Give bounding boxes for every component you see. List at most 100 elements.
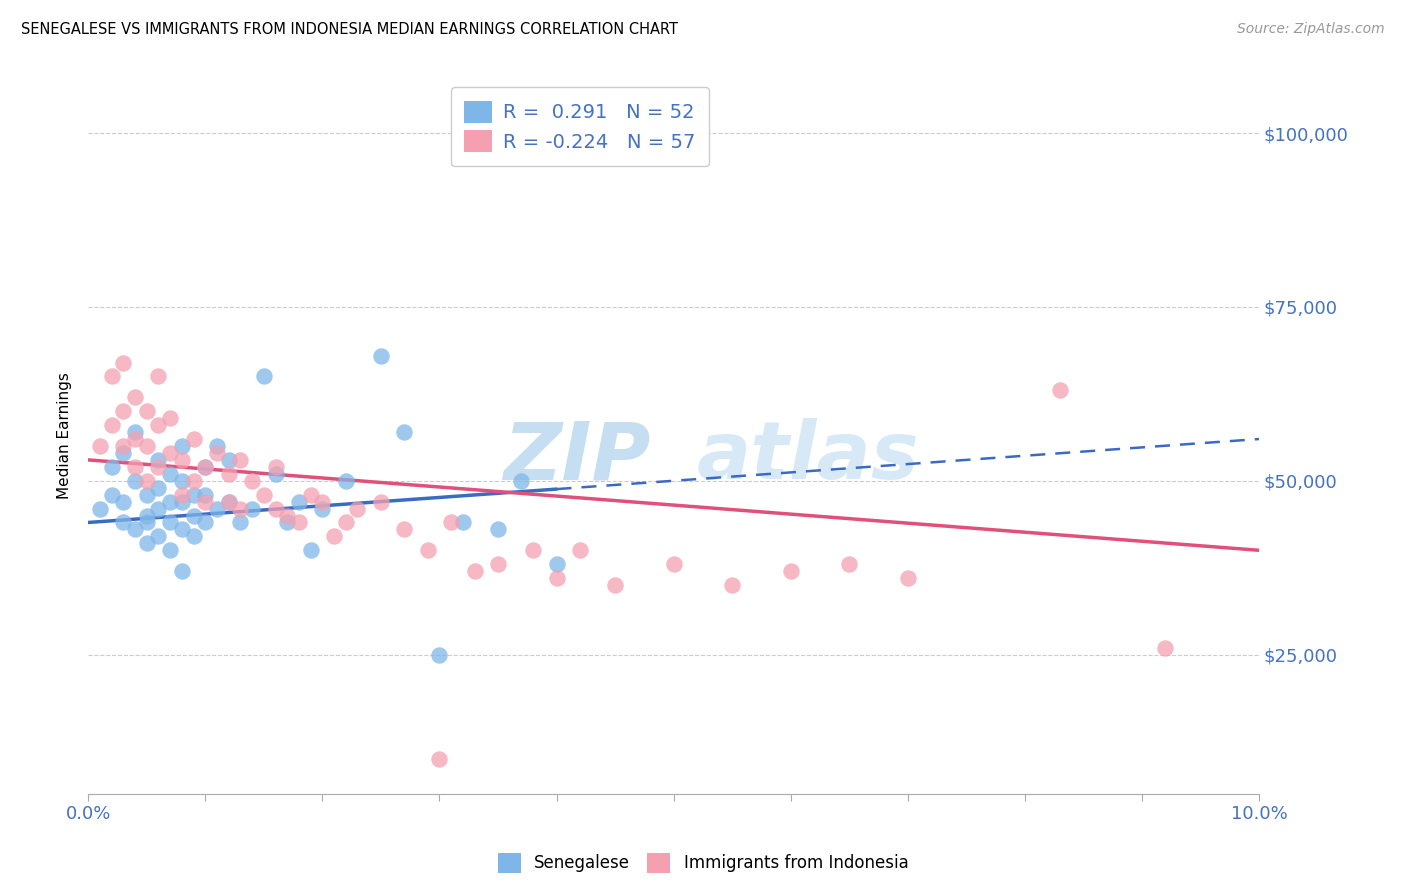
Point xyxy=(897,571,920,585)
Point xyxy=(779,564,801,578)
Text: Source: ZipAtlas.com: Source: ZipAtlas.com xyxy=(1237,22,1385,37)
Point xyxy=(218,494,240,508)
Point xyxy=(486,523,509,537)
Point xyxy=(464,564,486,578)
Point xyxy=(335,474,357,488)
Point xyxy=(311,494,333,508)
Point xyxy=(170,564,193,578)
Point xyxy=(100,459,122,474)
Point xyxy=(89,439,111,453)
Point xyxy=(170,488,193,502)
Point xyxy=(394,523,416,537)
Point xyxy=(170,474,193,488)
Point xyxy=(124,459,146,474)
Point xyxy=(218,494,240,508)
Point xyxy=(522,543,544,558)
Point xyxy=(124,432,146,446)
Point xyxy=(662,558,685,572)
Point xyxy=(194,494,217,508)
Point xyxy=(135,508,157,523)
Point xyxy=(546,558,568,572)
Point xyxy=(416,543,439,558)
Point xyxy=(170,494,193,508)
Point xyxy=(183,474,205,488)
Point xyxy=(346,501,368,516)
Point xyxy=(288,516,311,530)
Point xyxy=(124,474,146,488)
Point xyxy=(276,516,298,530)
Point xyxy=(240,474,263,488)
Point xyxy=(253,488,276,502)
Text: ZIP: ZIP xyxy=(503,418,650,496)
Point xyxy=(229,453,252,467)
Point xyxy=(112,494,135,508)
Point xyxy=(370,349,392,363)
Point xyxy=(429,752,451,766)
Point xyxy=(135,488,157,502)
Point xyxy=(603,578,626,592)
Text: atlas: atlas xyxy=(697,418,920,496)
Point xyxy=(218,453,240,467)
Point xyxy=(89,501,111,516)
Point xyxy=(194,488,217,502)
Point xyxy=(159,516,181,530)
Point xyxy=(194,516,217,530)
Point xyxy=(124,390,146,404)
Point xyxy=(135,536,157,550)
Point xyxy=(148,529,170,543)
Point xyxy=(429,648,451,662)
Point xyxy=(299,543,322,558)
Point xyxy=(112,446,135,460)
Point xyxy=(148,501,170,516)
Point xyxy=(205,439,228,453)
Point xyxy=(253,369,276,384)
Point xyxy=(264,501,287,516)
Point xyxy=(264,467,287,481)
Point xyxy=(148,481,170,495)
Point xyxy=(100,418,122,433)
Point xyxy=(546,571,568,585)
Point xyxy=(112,404,135,418)
Point xyxy=(124,425,146,439)
Point xyxy=(112,355,135,369)
Text: SENEGALESE VS IMMIGRANTS FROM INDONESIA MEDIAN EARNINGS CORRELATION CHART: SENEGALESE VS IMMIGRANTS FROM INDONESIA … xyxy=(21,22,678,37)
Point xyxy=(240,501,263,516)
Point xyxy=(148,418,170,433)
Point xyxy=(311,501,333,516)
Legend: Senegalese, Immigrants from Indonesia: Senegalese, Immigrants from Indonesia xyxy=(491,847,915,880)
Point xyxy=(148,453,170,467)
Point xyxy=(112,439,135,453)
Point xyxy=(440,516,463,530)
Point xyxy=(205,501,228,516)
Point xyxy=(159,494,181,508)
Point xyxy=(288,494,311,508)
Point xyxy=(135,474,157,488)
Point xyxy=(370,494,392,508)
Point xyxy=(194,459,217,474)
Point xyxy=(159,467,181,481)
Point xyxy=(451,516,474,530)
Point xyxy=(183,432,205,446)
Point xyxy=(510,474,533,488)
Point xyxy=(1154,640,1177,655)
Point xyxy=(218,467,240,481)
Point xyxy=(264,459,287,474)
Point xyxy=(486,558,509,572)
Point xyxy=(276,508,298,523)
Point xyxy=(838,558,860,572)
Point xyxy=(568,543,591,558)
Point xyxy=(170,453,193,467)
Point xyxy=(100,369,122,384)
Point xyxy=(135,404,157,418)
Point xyxy=(1049,384,1071,398)
Legend: R =  0.291   N = 52, R = -0.224   N = 57: R = 0.291 N = 52, R = -0.224 N = 57 xyxy=(451,87,709,166)
Point xyxy=(335,516,357,530)
Point xyxy=(170,523,193,537)
Point xyxy=(229,516,252,530)
Point xyxy=(394,425,416,439)
Point xyxy=(183,488,205,502)
Point xyxy=(721,578,744,592)
Point xyxy=(159,411,181,425)
Point xyxy=(205,446,228,460)
Point xyxy=(135,439,157,453)
